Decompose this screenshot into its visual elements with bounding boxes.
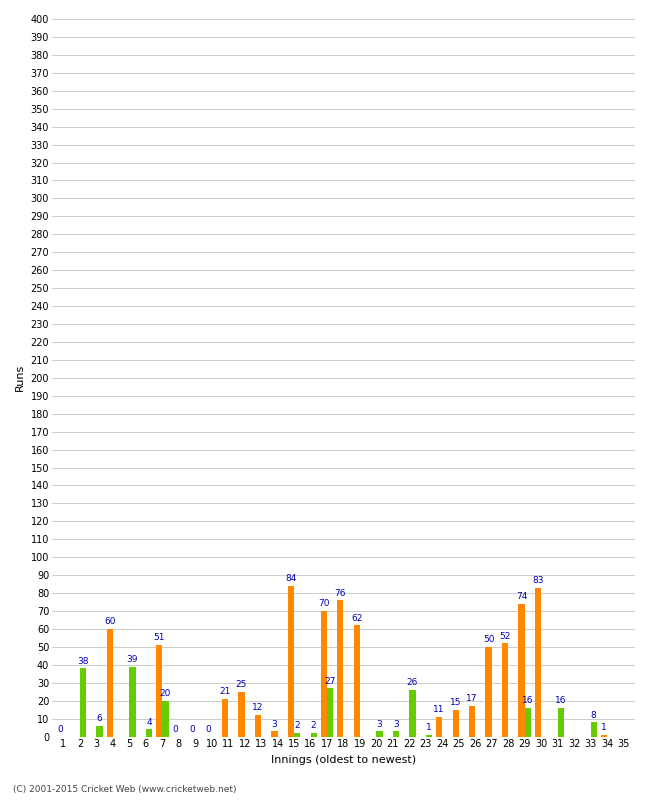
Bar [525,708,531,737]
Bar [502,643,508,737]
Text: 74: 74 [516,592,527,602]
Text: 1: 1 [426,723,432,732]
Bar [255,715,261,737]
Text: 11: 11 [434,706,445,714]
Text: 6: 6 [97,714,103,723]
Bar [469,706,475,737]
Bar [410,690,415,737]
Text: 38: 38 [77,657,89,666]
Text: 4: 4 [146,718,152,726]
Bar [327,688,333,737]
Bar [320,611,327,737]
Bar [376,731,383,737]
Text: 51: 51 [153,634,165,642]
Text: 12: 12 [252,703,264,713]
Bar [239,692,244,737]
Text: 20: 20 [160,689,171,698]
Text: 83: 83 [532,576,544,585]
Text: 0: 0 [205,725,211,734]
Text: 3: 3 [272,719,278,729]
Text: 8: 8 [591,710,597,720]
Bar [426,735,432,737]
Bar [271,731,278,737]
Text: 27: 27 [324,677,336,686]
Bar [107,629,113,737]
Text: 21: 21 [219,687,231,696]
Bar [129,666,136,737]
Bar [311,733,317,737]
Text: (C) 2001-2015 Cricket Web (www.cricketweb.net): (C) 2001-2015 Cricket Web (www.cricketwe… [13,785,237,794]
Text: 16: 16 [522,696,534,706]
Bar [436,717,442,737]
Text: 15: 15 [450,698,461,707]
Text: 50: 50 [483,635,495,644]
Bar [535,588,541,737]
Text: 16: 16 [555,696,566,706]
Bar [96,726,103,737]
Text: 2: 2 [294,722,300,730]
Text: 39: 39 [127,655,138,664]
Text: 60: 60 [104,618,116,626]
Text: 3: 3 [376,719,382,729]
Text: 52: 52 [499,632,511,641]
Text: 84: 84 [285,574,296,583]
Text: 2: 2 [311,722,317,730]
Y-axis label: Runs: Runs [15,364,25,391]
Text: 0: 0 [57,725,63,734]
Text: 0: 0 [173,725,179,734]
Bar [591,722,597,737]
Bar [337,600,343,737]
Bar [519,604,525,737]
Bar [146,730,152,737]
Bar [354,626,360,737]
Bar [452,710,459,737]
Text: 3: 3 [393,719,399,729]
X-axis label: Innings (oldest to newest): Innings (oldest to newest) [271,755,416,765]
Bar [393,731,399,737]
Bar [486,647,491,737]
Bar [288,586,294,737]
Bar [80,669,86,737]
Bar [222,699,228,737]
Text: 0: 0 [189,725,195,734]
Text: 26: 26 [407,678,418,687]
Text: 1: 1 [601,723,606,732]
Text: 17: 17 [466,694,478,703]
Bar [294,733,300,737]
Bar [601,735,607,737]
Text: 70: 70 [318,599,330,608]
Bar [558,708,564,737]
Text: 25: 25 [236,680,247,689]
Bar [156,645,162,737]
Text: 62: 62 [351,614,363,622]
Text: 76: 76 [335,589,346,598]
Bar [162,701,168,737]
